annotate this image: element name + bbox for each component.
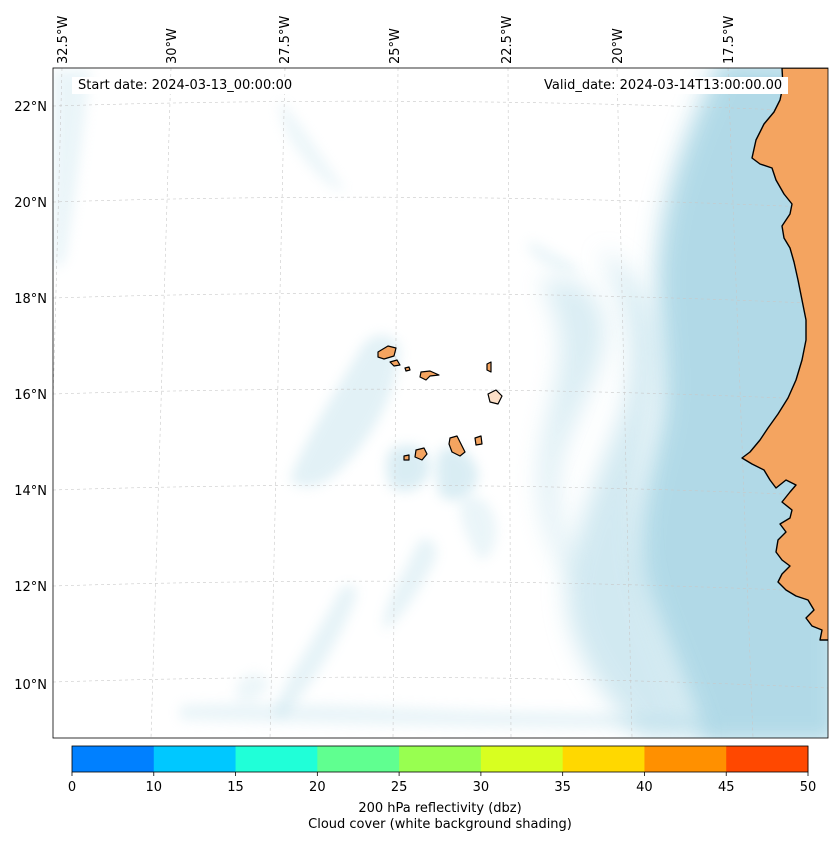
island-sao-nicolau <box>419 370 440 381</box>
island-santa-luzia <box>404 366 411 372</box>
colorbar-segment <box>644 746 727 772</box>
parallel-10n <box>53 676 828 689</box>
cloud-streak-6 <box>459 496 497 560</box>
cloud-streak-8 <box>53 70 90 270</box>
cloud-streak-10 <box>527 240 580 273</box>
island-boa-vista <box>487 389 503 405</box>
colorbar-title: 200 hPa reflectivity (dbz) Cloud cover (… <box>230 801 650 833</box>
lat-label: 22°N <box>14 100 47 115</box>
parallel-18n <box>53 292 828 305</box>
colorbar-tick-label: 40 <box>636 780 653 795</box>
meridian-25w <box>392 68 399 738</box>
colorbar-tick-label: 35 <box>554 780 571 795</box>
colorbar-segment <box>726 746 809 772</box>
colorbar-tick-label: 30 <box>472 780 490 795</box>
colorbar-segment <box>399 746 482 772</box>
island-santo-antao <box>377 345 397 360</box>
cloud-streak-7 <box>279 100 345 191</box>
colorbar-segment <box>72 746 155 772</box>
lon-label: 32.5°W <box>56 16 71 64</box>
lat-label: 10°N <box>14 678 47 693</box>
lat-label: 16°N <box>14 388 47 403</box>
parallel-20n <box>53 196 828 209</box>
lat-label: 20°N <box>14 196 47 211</box>
latitude-labels: 22°N 20°N 18°N 16°N 14°N 12°N 10°N <box>14 100 47 693</box>
lon-label: 20°W <box>611 28 626 64</box>
island-fogo <box>414 447 428 461</box>
cloud-band-east <box>637 68 828 738</box>
colorbar-segment <box>562 746 645 772</box>
cloud-swirl <box>540 278 606 580</box>
map-area <box>53 68 828 738</box>
colorbar-tick-label: 25 <box>390 780 408 795</box>
colorbar-title-line2: Cloud cover (white background shading) <box>308 817 572 832</box>
lat-label: 12°N <box>14 580 47 595</box>
cloud-band-middle <box>566 250 700 738</box>
island-brava <box>403 454 410 461</box>
africa-coast-land <box>741 68 828 641</box>
colorbar-segment <box>235 746 318 772</box>
valid-date-label: Valid_date: 2024-03-14T13:00:00.00 <box>538 77 789 94</box>
colorbar-tick-label: 50 <box>799 780 817 795</box>
cloud-streak-5 <box>383 538 437 630</box>
island-santiago <box>448 435 466 457</box>
lon-label: 30°W <box>165 28 180 64</box>
colorbar-title-line1: 200 hPa reflectivity (dbz) <box>358 801 522 816</box>
meridian-27-5w <box>269 68 286 738</box>
lon-label: 27.5°W <box>278 16 293 64</box>
colorbar-tick-label: 0 <box>67 780 77 795</box>
lon-label: 22.5°W <box>500 16 515 64</box>
graticule <box>53 68 828 738</box>
colorbar-frame <box>71 745 809 773</box>
longitude-labels: 32.5°W 30°W 27.5°W 25°W 22.5°W 20°W 17.5… <box>56 16 737 64</box>
island-sal <box>486 361 492 373</box>
lon-label: 25°W <box>388 28 403 64</box>
cloud-streak-1 <box>290 335 400 487</box>
start-date-label: Start date: 2024-03-13_00:00:00 <box>72 77 299 94</box>
meridian-17-5w <box>727 68 754 738</box>
cloud-streak-4 <box>276 584 357 720</box>
colorbar-segment <box>317 746 400 772</box>
cloud-streak-3 <box>436 447 479 500</box>
meridian-30w <box>150 68 172 738</box>
island-sao-vicente <box>389 359 401 367</box>
colorbar-tick-label: 20 <box>309 780 326 795</box>
parallel-16n <box>53 388 828 401</box>
colorbar-tick-label: 45 <box>717 780 735 795</box>
lon-label: 17.5°W <box>722 16 737 64</box>
colorbar <box>71 745 809 776</box>
parallel-12n <box>53 580 828 593</box>
parallel-14n <box>53 484 828 497</box>
colorbar-segment <box>480 746 564 772</box>
lat-label: 18°N <box>14 292 47 307</box>
cloud-bottom-edge <box>180 703 720 732</box>
parallel-22n <box>53 100 828 113</box>
island-maio <box>474 435 483 446</box>
map-frame <box>52 67 829 739</box>
meridian-20w <box>616 68 633 738</box>
colorbar-tick-label: 10 <box>145 780 163 795</box>
cloud-streak-9 <box>236 673 270 702</box>
cape-verde-islands <box>377 345 503 461</box>
cloud-cover-shading <box>53 68 828 738</box>
lat-label: 14°N <box>14 484 47 499</box>
meridian-22-5w <box>507 68 512 738</box>
colorbar-segment <box>153 746 237 772</box>
colorbar-tick-label: 15 <box>227 780 244 795</box>
